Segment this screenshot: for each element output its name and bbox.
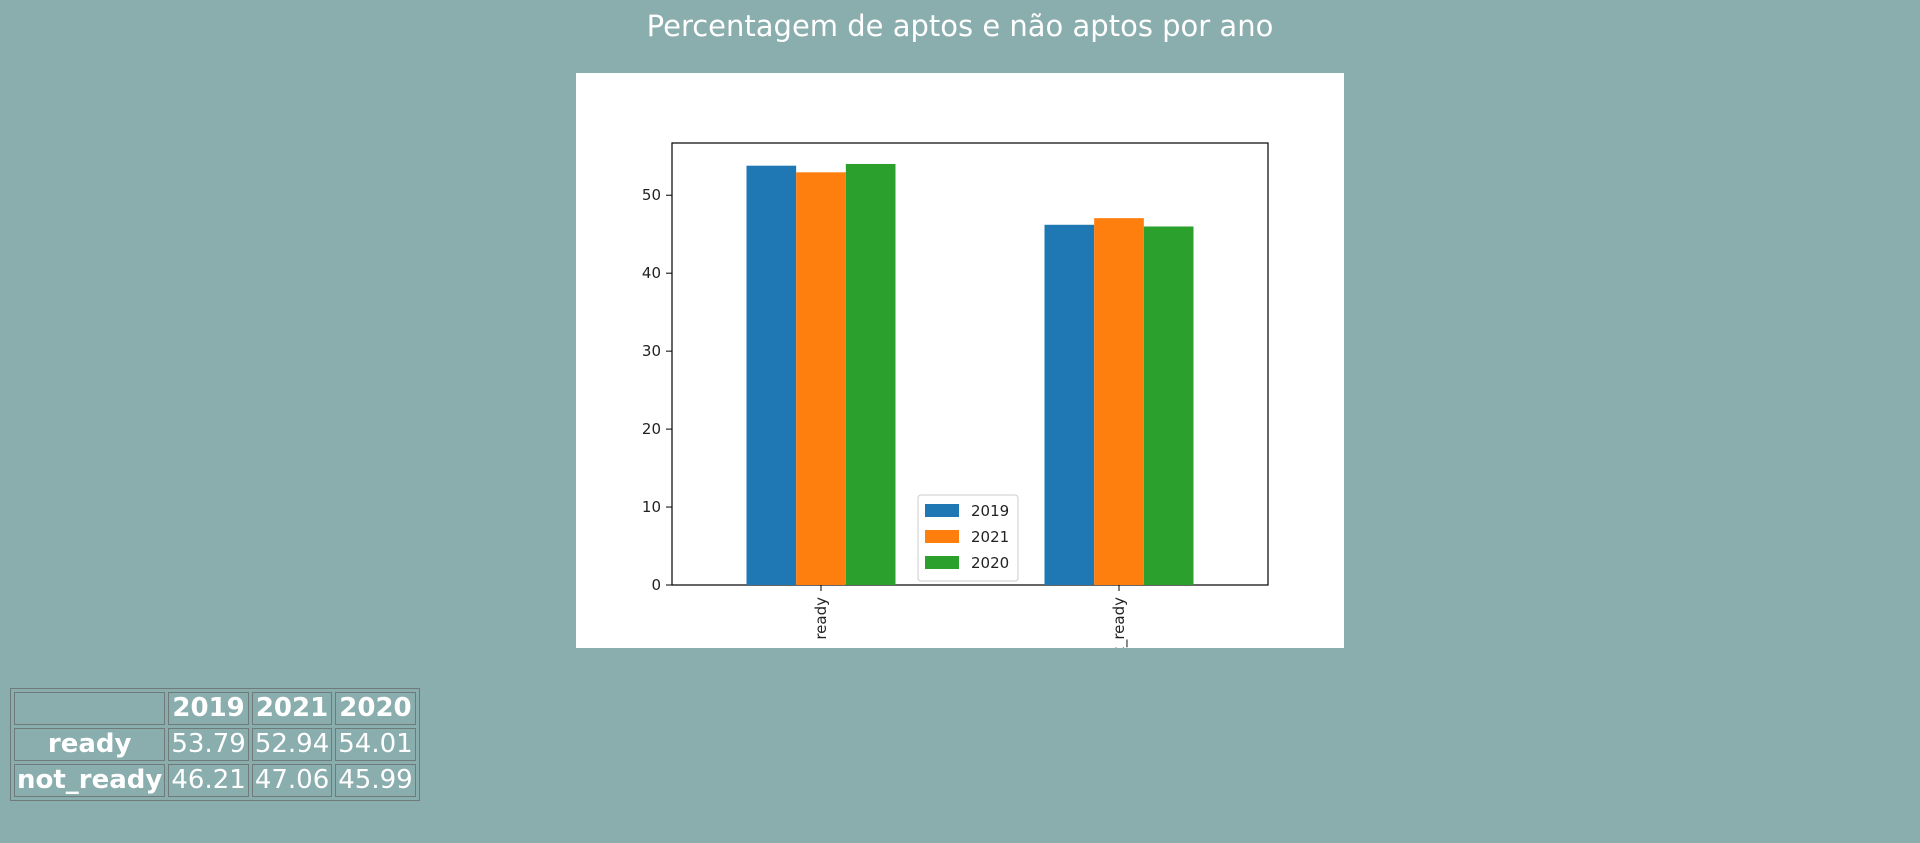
- bar: [1044, 224, 1095, 585]
- y-tick-label: 50: [642, 186, 661, 204]
- table-cell: 46.21: [168, 764, 249, 797]
- plot-frame: [671, 142, 1269, 586]
- legend-label: 2019: [971, 502, 1009, 520]
- table-corner-cell: [14, 692, 166, 725]
- table-cell: 53.79: [168, 728, 249, 761]
- data-table: 2019 2021 2020 ready 53.79 52.94 54.01 n…: [10, 688, 420, 801]
- bar: [845, 163, 896, 585]
- y-tick-label: 10: [642, 498, 661, 516]
- legend-swatch: [925, 530, 959, 543]
- table-column-header: 2019: [168, 692, 249, 725]
- table-column-header: 2021: [251, 692, 333, 725]
- y-tick-label: 40: [642, 264, 661, 282]
- legend-label: 2020: [971, 554, 1009, 572]
- legend-label: 2021: [971, 528, 1009, 546]
- table-row-header: not_ready: [14, 764, 166, 797]
- y-tick-label: 30: [642, 342, 661, 360]
- table-cell: 47.06: [251, 764, 333, 797]
- bar: [796, 172, 846, 585]
- chart-panel: 0 10 20 30 40 50 ready not_ready 2019 2021 2020: [576, 73, 1344, 648]
- bar: [1094, 218, 1144, 585]
- table-header-row: 2019 2021 2020: [14, 692, 416, 725]
- table-cell: 52.94: [251, 728, 333, 761]
- table-cell: 54.01: [335, 728, 416, 761]
- legend-swatch: [925, 556, 959, 569]
- table-row: ready 53.79 52.94 54.01: [14, 728, 416, 761]
- x-tick-label: not_ready: [1110, 597, 1129, 648]
- legend-swatch: [925, 504, 959, 517]
- table-row: not_ready 46.21 47.06 45.99: [14, 764, 416, 797]
- y-tick-label: 20: [642, 420, 661, 438]
- table-row-header: ready: [14, 728, 166, 761]
- page-title: Percentagem de aptos e não aptos por ano: [646, 9, 1274, 43]
- bar: [746, 165, 797, 585]
- x-tick-label: ready: [812, 597, 830, 640]
- bar: [1143, 226, 1194, 585]
- table-cell: 45.99: [335, 764, 416, 797]
- bar-chart: 0 10 20 30 40 50 ready not_ready 2019 2021 2020: [642, 142, 1269, 648]
- table-column-header: 2020: [335, 692, 416, 725]
- y-tick-label: 0: [651, 576, 661, 594]
